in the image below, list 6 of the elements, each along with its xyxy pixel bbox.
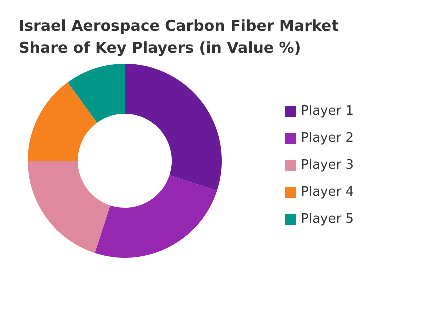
- legend-label: Player 2: [301, 131, 354, 146]
- legend-label: Player 3: [301, 158, 354, 173]
- legend-label: Player 4: [301, 185, 354, 200]
- legend-label: Player 5: [301, 212, 354, 227]
- legend-label: Player 1: [301, 104, 354, 119]
- chart-title: Israel Aerospace Carbon Fiber Market Share of Key Players (in Value %): [19, 17, 344, 57]
